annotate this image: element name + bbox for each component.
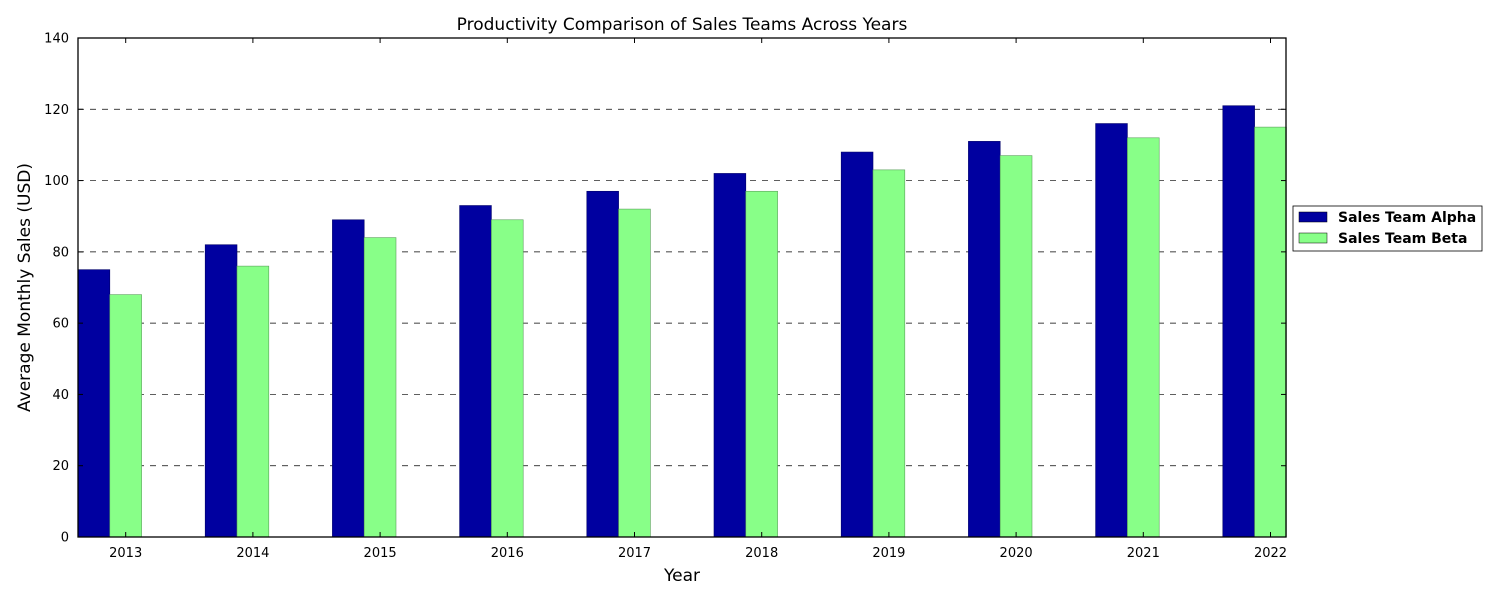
x-axis-title: Year <box>663 566 700 586</box>
bar-alpha-2013 <box>77 269 111 538</box>
legend-label-alpha: Sales Team Alpha <box>1338 210 1476 226</box>
bar-beta-2015 <box>363 237 397 538</box>
y-tick-label: 40 <box>52 388 69 403</box>
x-tick-label: 2014 <box>236 546 269 561</box>
legend-swatch-beta <box>1298 232 1328 244</box>
bar-beta-2014 <box>236 265 270 538</box>
y-tick-label: 80 <box>52 245 69 260</box>
x-tick-label: 2016 <box>491 546 524 561</box>
x-tick-label: 2021 <box>1127 546 1160 561</box>
bar-beta-2020 <box>999 155 1033 538</box>
bar-beta-2013 <box>109 294 142 538</box>
x-tick-label: 2020 <box>1000 546 1033 561</box>
bar-beta-2016 <box>491 219 524 538</box>
bar-alpha-2017 <box>586 190 619 538</box>
bar-alpha-2019 <box>840 151 874 538</box>
legend-label-beta: Sales Team Beta <box>1338 231 1467 247</box>
bar-alpha-2021 <box>1095 123 1128 538</box>
bar-beta-2017 <box>618 208 651 538</box>
y-tick-label: 100 <box>44 174 69 189</box>
bar-beta-2019 <box>872 169 906 538</box>
legend: Sales Team Alpha Sales Team Beta <box>1292 205 1483 252</box>
grid-lines <box>78 108 1286 467</box>
bar-alpha-2016 <box>459 205 492 538</box>
bar-alpha-2022 <box>1222 105 1255 538</box>
bar-beta-2018 <box>745 190 778 538</box>
y-tick-label: 60 <box>52 317 69 332</box>
y-axis-title: Average Monthly Sales (USD) <box>15 163 35 412</box>
bar-alpha-2018 <box>713 173 747 538</box>
y-tick-label: 120 <box>44 103 69 118</box>
bar-beta-2021 <box>1127 137 1160 538</box>
bar-alpha-2015 <box>332 219 365 538</box>
x-tick-label: 2015 <box>364 546 397 561</box>
y-tick-label: 0 <box>61 531 69 546</box>
y-tick-label: 20 <box>52 459 69 474</box>
plot-frame <box>77 37 1287 538</box>
bar-beta-2022 <box>1254 126 1287 538</box>
x-tick-label: 2013 <box>109 546 142 561</box>
x-tick-label: 2019 <box>872 546 905 561</box>
chart-title: Productivity Comparison of Sales Teams A… <box>457 15 908 35</box>
y-tick-label: 140 <box>44 32 69 47</box>
x-tick-label: 2022 <box>1254 546 1287 561</box>
legend-swatch-alpha <box>1298 211 1328 223</box>
bar-alpha-2014 <box>204 244 238 538</box>
bar-alpha-2020 <box>968 141 1001 538</box>
x-tick-label: 2018 <box>745 546 778 561</box>
axis-ticks: 0 20 40 60 80 100 120 140 2013 2014 2015 2016 2017 20… <box>44 32 1287 562</box>
bars <box>77 105 1287 538</box>
x-tick-label: 2017 <box>618 546 651 561</box>
